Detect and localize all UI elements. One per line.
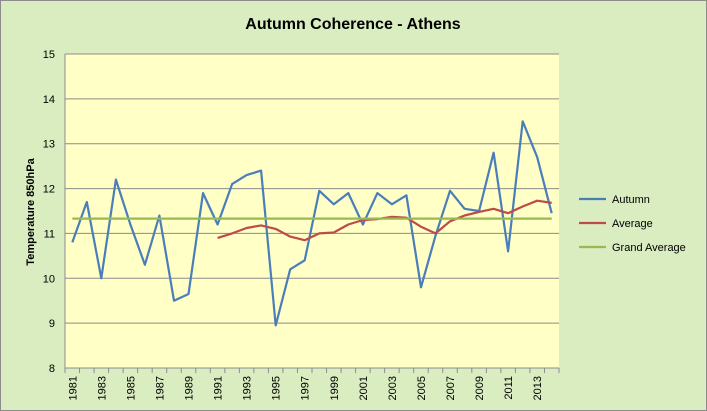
legend: Autumn Average Grand Average: [579, 194, 686, 254]
y-tick-label: 12: [43, 184, 55, 196]
y-tick-label: 14: [43, 94, 55, 106]
x-tick-label: 1995: [271, 376, 283, 400]
x-tick-label: 1993: [242, 376, 254, 400]
y-tick-label: 13: [43, 139, 55, 151]
y-tick-label: 10: [43, 273, 55, 285]
x-tick-label: 1983: [96, 376, 108, 400]
x-tick-label: 1999: [329, 376, 341, 400]
legend-label-autumn: Autumn: [612, 194, 650, 206]
x-tick-label: 2001: [358, 376, 370, 400]
x-tick-label: 1991: [213, 376, 225, 400]
x-tick-label: 2009: [474, 376, 486, 400]
chart-title: Autumn Coherence - Athens: [245, 16, 461, 33]
x-tick-label: 1989: [184, 376, 196, 400]
x-tick-label: 1997: [300, 376, 312, 400]
x-tick-label: 2003: [387, 376, 399, 400]
x-tick-label: 2005: [416, 376, 428, 400]
series-line-autumn: [71, 120, 553, 327]
y-axis-label: Temperature 850hPa: [25, 157, 37, 265]
plot-area: 8 9 10 11 12 13 14 15 1981 1983 1985 1987 1989 1991 19…: [43, 49, 560, 400]
y-tick-label: 9: [49, 318, 55, 330]
legend-label-average: Average: [612, 218, 653, 230]
x-tick-label: 1981: [67, 376, 79, 400]
y-tick-label: 11: [44, 228, 55, 240]
x-tick-label: 2011: [503, 376, 515, 400]
x-tick-label: 2007: [445, 376, 457, 400]
legend-label-grand-average: Grand Average: [612, 242, 686, 254]
x-tick-label: 1987: [154, 376, 166, 400]
y-tick-label: 8: [49, 363, 55, 375]
x-tick-label: 2013: [532, 376, 544, 400]
y-tick-label: 15: [43, 49, 55, 61]
x-tick-label: 1985: [125, 376, 137, 400]
